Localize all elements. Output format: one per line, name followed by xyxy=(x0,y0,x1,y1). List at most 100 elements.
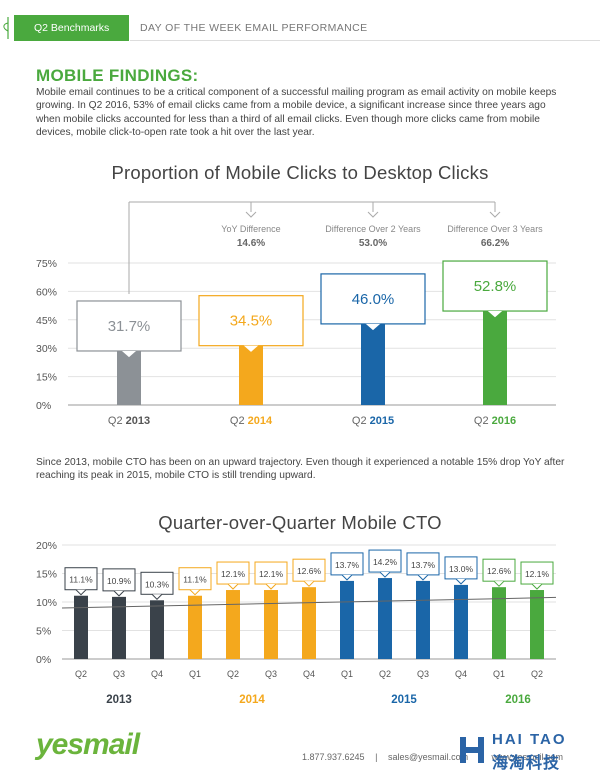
y-tick-label: 60% xyxy=(36,286,57,298)
y-tick-label: 20% xyxy=(36,540,57,552)
watermark-bottom: 海淘科技 xyxy=(492,755,561,772)
annotation-label: YoY Difference xyxy=(221,224,280,234)
value-box xyxy=(102,568,136,592)
year-group-label: 2013 xyxy=(106,694,132,706)
bar-value-label: 12.1% xyxy=(221,569,246,579)
bar-value-label: 46.0% xyxy=(352,291,395,308)
bar xyxy=(483,305,507,405)
value-box xyxy=(406,552,440,576)
bar-value-label: 34.5% xyxy=(230,313,273,330)
bar xyxy=(454,584,468,659)
bar-value-label: 31.7% xyxy=(108,318,151,335)
bar xyxy=(74,595,88,659)
x-tick-label: Q1 xyxy=(493,669,505,679)
bar-value-label: 12.6% xyxy=(487,566,512,576)
value-box-pointer xyxy=(455,578,467,585)
value-box-pointer xyxy=(364,323,382,332)
x-tick-label: Q1 xyxy=(341,669,353,679)
footer-website[interactable]: www.yesmail.com xyxy=(491,752,563,762)
header-tab[interactable]: Q2 Benchmarks xyxy=(14,15,129,41)
x-tick-label: Q2 xyxy=(379,669,391,679)
annotation-value: 14.6% xyxy=(237,238,265,249)
bar xyxy=(378,578,392,659)
bar-value-label: 13.7% xyxy=(411,560,436,570)
value-box xyxy=(178,567,212,591)
leaf-icon xyxy=(3,17,9,39)
bar-value-label: 52.8% xyxy=(474,278,517,295)
value-box xyxy=(330,552,364,576)
header-bar: Q2 Benchmarks DAY OF THE WEEK EMAIL PERF… xyxy=(0,15,600,41)
annotation-label: Difference Over 3 Years xyxy=(447,224,543,234)
annotation-value: 53.0% xyxy=(359,238,387,249)
y-tick-label: 0% xyxy=(36,400,51,412)
header-divider xyxy=(130,40,600,41)
value-box-pointer xyxy=(417,574,429,581)
y-tick-label: 45% xyxy=(36,315,57,327)
value-box-pointer xyxy=(486,310,504,319)
bar-value-label: 10.3% xyxy=(145,579,170,589)
value-box-pointer xyxy=(75,589,87,596)
footer-phone: 1.877.937.6245 xyxy=(302,752,365,762)
value-box-pointer xyxy=(189,589,201,596)
bar-value-label: 14.2% xyxy=(373,557,398,567)
y-tick-label: 75% xyxy=(36,258,57,270)
mobile-clicks-chart: 0% 15% 30% 45% 60% 75% YoY Difference 14.6% Diff… xyxy=(36,201,556,427)
value-box-pointer xyxy=(341,574,353,581)
x-tick-label: Q4 xyxy=(455,669,467,679)
footer-separator: | xyxy=(375,752,378,762)
value-box-pointer xyxy=(531,583,543,590)
x-tick-label: Q2 xyxy=(75,669,87,679)
bar xyxy=(188,595,202,659)
y-tick-label: 30% xyxy=(36,343,57,355)
bar-value-label: 12.1% xyxy=(259,569,284,579)
value-box-pointer xyxy=(120,350,138,359)
y-tick-label: 15% xyxy=(36,372,57,384)
x-tick-label: Q2 2015 xyxy=(352,415,394,427)
x-tick-label: Q2 2014 xyxy=(230,415,273,427)
value-box-pointer xyxy=(265,583,277,590)
bar xyxy=(416,580,430,659)
bar-value-label: 13.7% xyxy=(335,560,360,570)
value-box xyxy=(64,567,98,591)
bar-value-label: 11.1% xyxy=(183,575,207,585)
watermark-top: HAI TAO xyxy=(492,731,567,748)
bar xyxy=(530,590,544,659)
value-box-pointer xyxy=(379,571,391,578)
bar xyxy=(226,590,240,659)
trendline xyxy=(61,596,557,609)
bar-value-label: 11.1% xyxy=(69,575,93,585)
footer-email[interactable]: sales@yesmail.com xyxy=(387,752,469,762)
year-group-label: 2014 xyxy=(239,694,265,706)
bar xyxy=(361,317,385,405)
value-box xyxy=(320,273,426,325)
x-tick-label: Q2 2013 xyxy=(108,415,150,427)
watermark-h-icon xyxy=(460,737,484,763)
year-group-label: 2016 xyxy=(505,694,531,706)
x-tick-label: Q4 xyxy=(151,669,163,679)
y-tick-label: 10% xyxy=(36,597,57,609)
bar xyxy=(340,580,354,659)
value-box xyxy=(292,558,326,582)
bar-value-label: 12.6% xyxy=(297,566,322,576)
value-box xyxy=(442,260,548,312)
year-group-label: 2015 xyxy=(391,694,417,706)
findings-intro: Mobile email continues to be a critical … xyxy=(36,87,557,139)
chart2-title: Quarter-over-Quarter Mobile CTO xyxy=(158,512,442,533)
bar-value-label: 12.1% xyxy=(525,569,550,579)
yesmail-logo: yesmail xyxy=(36,728,140,761)
bar-value-label: 13.0% xyxy=(449,564,474,574)
x-tick-label: Q1 xyxy=(189,669,201,679)
x-tick-label: Q3 xyxy=(113,669,125,679)
cto-summary-text: Since 2013, mobile CTO has been on an up… xyxy=(36,457,565,482)
x-tick-label: Q3 xyxy=(265,669,277,679)
mobile-cto-chart: 0% 5% 10% 15% 20% 11.1% Q2 10.9% Q3 10.3% Q4 11.1% Q… xyxy=(36,540,557,706)
x-tick-label: Q4 xyxy=(303,669,315,679)
x-tick-label: Q3 xyxy=(417,669,429,679)
value-box xyxy=(76,300,182,352)
value-box-pointer xyxy=(151,593,163,600)
x-tick-label: Q2 2016 xyxy=(474,415,516,427)
y-tick-label: 15% xyxy=(36,569,57,581)
findings-title: MOBILE FINDINGS: xyxy=(36,66,199,85)
bar xyxy=(264,590,278,659)
value-box-pointer xyxy=(113,590,125,597)
